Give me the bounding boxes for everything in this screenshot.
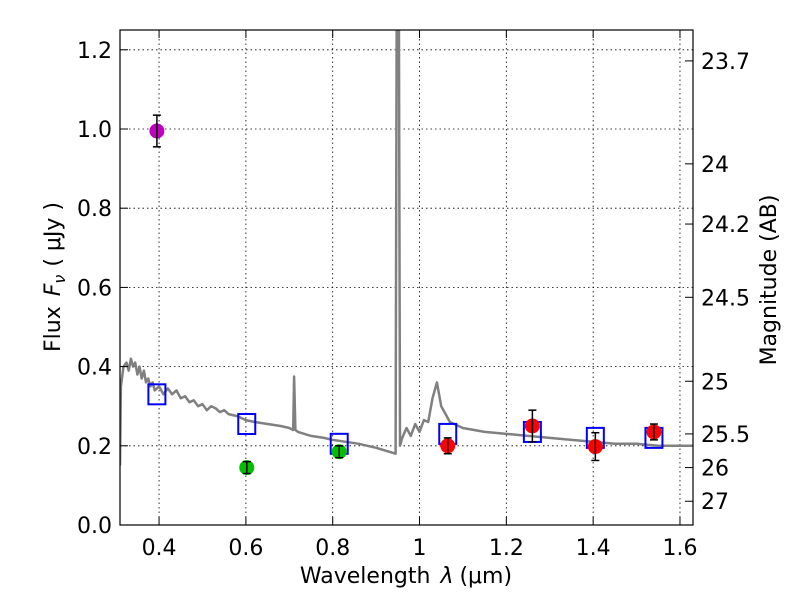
model-square-0	[147, 383, 167, 406]
x-tick-label-5: 1.4	[576, 536, 611, 561]
y-tick-label-6: 1.2	[77, 39, 112, 64]
y2-tick-label-5: 25.5	[701, 423, 750, 448]
y-tick-label-4: 0.8	[77, 197, 112, 222]
y-tick-label-3: 0.6	[77, 276, 112, 301]
y2-tick-label-7: 27	[701, 490, 729, 515]
y2-tick-label-6: 26	[701, 457, 729, 482]
y2-tick-label-1: 24	[701, 153, 729, 178]
y2-tick-label-4: 25	[701, 370, 729, 395]
x-tick-label-6: 1.6	[662, 536, 697, 561]
y-tick-label-1: 0.2	[77, 435, 112, 460]
y2-axis-label: Magnitude (AB)	[757, 195, 782, 366]
x-tick-label-4: 1.2	[489, 536, 524, 561]
y2-tick-label-0: 23.7	[701, 50, 750, 75]
data-layer	[120, 30, 693, 476]
x-tick-label-2: 0.8	[315, 536, 350, 561]
y-axis-label: FluxFν( μJy )	[41, 202, 69, 352]
grid	[120, 30, 693, 526]
y-tick-label-0: 0.0	[77, 514, 112, 539]
model-square-1	[237, 413, 257, 436]
spectrum-line	[120, 30, 693, 466]
y2-tick-label-3: 24.5	[701, 286, 750, 311]
y-tick-label-5: 1.0	[77, 118, 112, 143]
x-axis-label: Wavelength λ (μm)	[300, 564, 512, 589]
plot-frame	[119, 29, 694, 526]
y2-tick-label-2: 24.2	[701, 213, 750, 238]
x-tick-label-0: 0.4	[142, 536, 177, 561]
x-tick-label-1: 0.6	[228, 536, 263, 561]
ticks: 0.4 0.6 0.8 1 1.2 1.4 1.6 0.0 0.2 0.4 0.6 0.8 1.0 1.2…	[77, 30, 750, 561]
x-tick-label-3: 1	[413, 536, 427, 561]
y-tick-label-2: 0.4	[77, 356, 112, 381]
